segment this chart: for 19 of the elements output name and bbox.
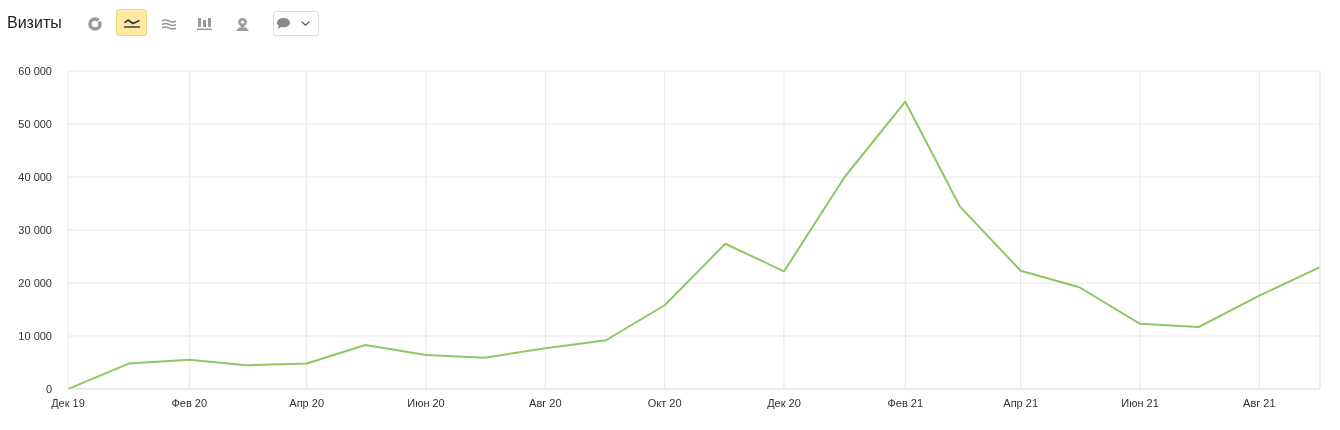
y-tick-label: 20 000 [18, 276, 52, 289]
y-tick-label: 50 000 [18, 117, 52, 130]
y-tick-label: 30 000 [18, 223, 52, 236]
y-tick-label: 10 000 [18, 329, 52, 342]
x-tick-label: Июн 21 [1121, 396, 1159, 409]
x-tick-label: Фев 20 [171, 396, 208, 409]
y-tick-label: 60 000 [18, 64, 52, 77]
y-tick-label: 40 000 [18, 170, 52, 183]
y-tick-label: 0 [45, 382, 52, 395]
x-tick-label: Апр 21 [1003, 396, 1039, 409]
x-tick-label: Авг 20 [529, 396, 562, 409]
x-tick-label: Окт 20 [647, 396, 682, 409]
x-tick-label: Дек 19 [51, 396, 85, 409]
x-tick-label: Авг 21 [1243, 396, 1276, 409]
x-tick-label: Июн 20 [407, 396, 445, 409]
x-tick-label: Фев 21 [887, 396, 924, 409]
x-tick-label: Дек 20 [767, 396, 801, 409]
chart-title: Визиты [7, 13, 62, 33]
x-tick-label: Апр 20 [289, 396, 325, 409]
